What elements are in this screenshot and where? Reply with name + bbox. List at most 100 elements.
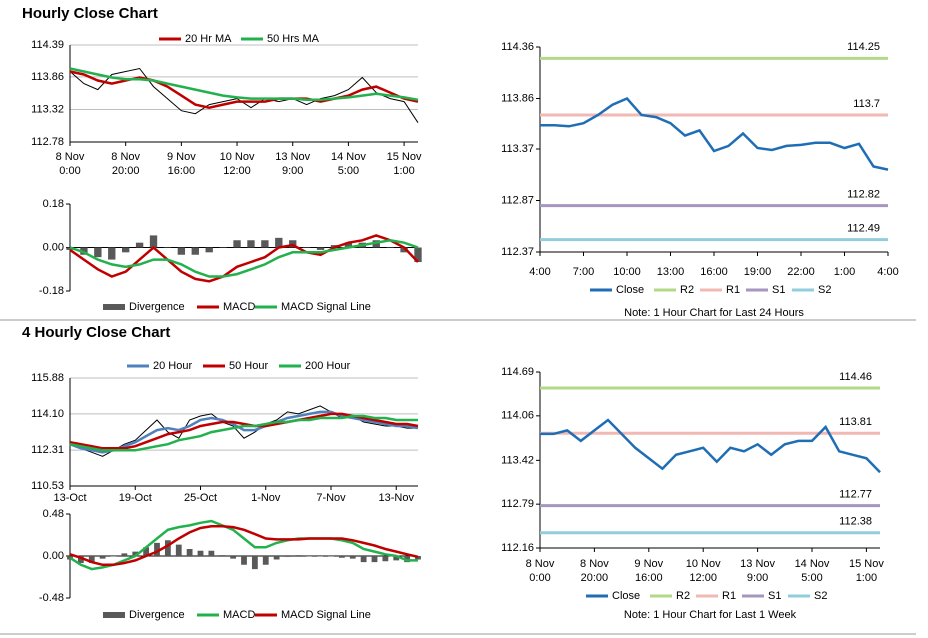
y-tick-label: 0.00 xyxy=(43,241,64,253)
divergence-bar xyxy=(371,556,378,563)
level-label: 112.82 xyxy=(847,189,880,201)
series-line xyxy=(69,519,418,571)
x-tick-label: 1:00 xyxy=(856,572,877,584)
divergence-bar xyxy=(233,240,241,248)
legend-label: MACD Signal Line xyxy=(281,301,371,313)
divergence-bar xyxy=(382,556,389,562)
x-tick-label: 8 Nov xyxy=(526,558,555,570)
divergence-bar xyxy=(316,247,325,250)
y-tick-label: 0.00 xyxy=(43,550,64,562)
divergence-bar xyxy=(177,247,186,255)
x-tick-label: 19:00 xyxy=(744,266,772,278)
x-tick-label: 10 Nov xyxy=(686,558,721,570)
legend-label: R2 xyxy=(680,284,694,296)
y-tick-label: 113.86 xyxy=(31,71,64,83)
price-line xyxy=(69,67,419,123)
divergence-bar xyxy=(275,237,283,248)
legend-label: Close xyxy=(612,590,640,602)
x-tick-label: 16:00 xyxy=(635,572,663,584)
x-tick-label: 8 Nov xyxy=(111,151,140,163)
y-tick-label: 112.87 xyxy=(501,194,534,206)
x-tick-label: 5:00 xyxy=(801,572,822,584)
divergence-bar xyxy=(121,247,130,253)
divergence-bar xyxy=(415,556,421,560)
divergence-bar xyxy=(135,242,144,248)
x-tick-label: 9 Nov xyxy=(167,151,196,163)
x-tick-label: 7:00 xyxy=(573,266,594,278)
x-tick-label: 13 Nov xyxy=(275,151,310,163)
series-line xyxy=(69,410,419,454)
y-tick-label: 114.10 xyxy=(31,408,64,420)
divergence-bar xyxy=(163,247,172,248)
y-tick-label: 113.86 xyxy=(501,92,534,104)
divergence-bar xyxy=(349,556,356,559)
level-label: 112.77 xyxy=(839,488,872,500)
divergence-bar xyxy=(306,556,313,557)
divergence-bar xyxy=(164,540,171,556)
x-tick-label: 0:00 xyxy=(529,572,550,584)
x-tick-label: 10:00 xyxy=(613,266,641,278)
x-tick-label: 20:00 xyxy=(581,572,609,584)
series-line xyxy=(69,414,418,452)
divergence-bar xyxy=(273,556,280,560)
divergence-bar xyxy=(108,247,116,260)
series-line xyxy=(69,525,419,567)
x-tick-label: 9:00 xyxy=(747,572,768,584)
divergence-bar xyxy=(393,556,400,561)
y-tick-label: 114.06 xyxy=(501,410,534,422)
x-tick-label: 14 Nov xyxy=(795,558,830,570)
level-label: 114.46 xyxy=(839,371,872,383)
chart-note: Note: 1 Hour Chart for Last 24 Hours xyxy=(624,307,804,319)
divergence-bar xyxy=(219,247,227,248)
y-tick-label: 0.48 xyxy=(43,508,64,520)
x-tick-label: 13 Nov xyxy=(740,558,775,570)
series-line xyxy=(69,67,419,102)
level-label: 112.38 xyxy=(839,516,872,528)
divergence-bar xyxy=(241,556,247,565)
x-tick-label: 14 Nov xyxy=(331,151,366,163)
x-tick-label: 4:00 xyxy=(877,266,898,278)
legend-label: S1 xyxy=(772,284,785,296)
y-tick-label: -0.18 xyxy=(39,285,64,297)
x-tick-label: 5:00 xyxy=(338,165,359,177)
divergence-bar xyxy=(386,247,394,248)
legend-label: 20 Hour xyxy=(153,360,192,372)
legend-label: R2 xyxy=(676,590,690,602)
x-tick-label: 10 Nov xyxy=(220,151,255,163)
legend-label: R1 xyxy=(722,590,736,602)
divergence-bar xyxy=(132,551,139,556)
y-tick-label: 114.69 xyxy=(501,366,534,378)
legend-swatch xyxy=(103,612,125,618)
y-tick-label: 112.37 xyxy=(501,246,534,258)
divergence-bar xyxy=(99,556,106,559)
x-tick-label: 8 Nov xyxy=(56,151,85,163)
legend-label: MACD Signal Line xyxy=(281,609,371,621)
x-tick-label: 12:00 xyxy=(689,572,717,584)
x-tick-label: 13:00 xyxy=(657,266,685,278)
divergence-bar xyxy=(295,555,302,556)
x-tick-label: 13-Oct xyxy=(53,492,86,504)
x-tick-label: 0:00 xyxy=(59,165,80,177)
divergence-bar xyxy=(262,556,269,565)
x-tick-label: 20:00 xyxy=(112,165,140,177)
x-tick-label: 16:00 xyxy=(700,266,728,278)
x-tick-label: 1:00 xyxy=(393,165,414,177)
y-tick-label: 114.36 xyxy=(501,41,534,53)
series-line xyxy=(540,418,881,474)
legend-label: MACD xyxy=(223,609,255,621)
legend-label: MACD xyxy=(223,301,255,313)
divergence-bar xyxy=(149,235,158,248)
divergence-bar xyxy=(110,556,117,557)
level-label: 114.25 xyxy=(847,41,880,53)
legend-label: 20 Hr MA xyxy=(185,33,232,45)
divergence-bar xyxy=(208,550,215,556)
divergence-bar xyxy=(328,556,334,557)
divergence-bar xyxy=(197,550,204,556)
series-line xyxy=(69,239,419,278)
x-tick-label: 16:00 xyxy=(168,165,196,177)
x-tick-label: 25-Oct xyxy=(184,492,217,504)
divergence-bar xyxy=(284,556,291,557)
divergence-bar xyxy=(175,544,182,556)
legend-label: R1 xyxy=(726,284,740,296)
legend-label: 200 Hour xyxy=(305,360,351,372)
